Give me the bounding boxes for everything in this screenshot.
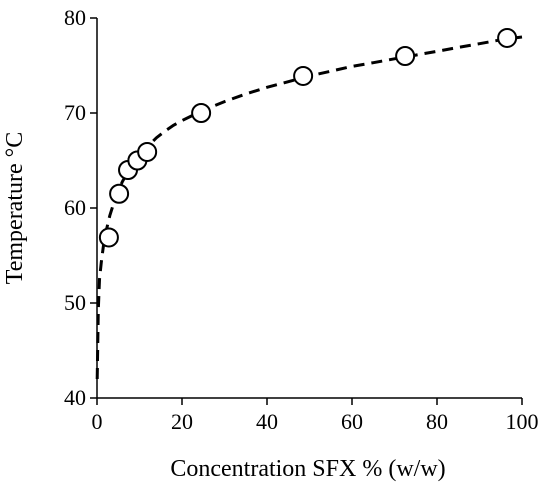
data-point (137, 141, 158, 162)
y-axis-title: Temperature °C (2, 132, 28, 285)
y-tick-label: 50 (64, 290, 86, 315)
x-tick-label: 20 (171, 409, 193, 434)
y-tick-label: 80 (64, 5, 86, 30)
fit-curve (95, 35, 523, 380)
x-axis-title: Concentration SFX % (w/w) (170, 456, 445, 482)
y-tick-label: 60 (64, 195, 86, 220)
data-point (191, 103, 212, 123)
data-point (497, 27, 518, 48)
x-tick-label: 60 (341, 409, 363, 434)
x-tick-label: 80 (426, 409, 448, 434)
y-tick-label: 70 (64, 100, 86, 125)
y-tick-label: 40 (64, 385, 86, 410)
data-point (109, 183, 130, 204)
data-point (293, 65, 314, 86)
x-tick-label: 100 (506, 409, 539, 434)
data-point (98, 227, 119, 248)
x-tick-label: 0 (92, 409, 103, 434)
x-tick-label: 40 (256, 409, 278, 434)
plot-area: 40 50 60 70 80 0 20 40 60 80 100 (64, 5, 539, 434)
data-point (395, 46, 416, 66)
